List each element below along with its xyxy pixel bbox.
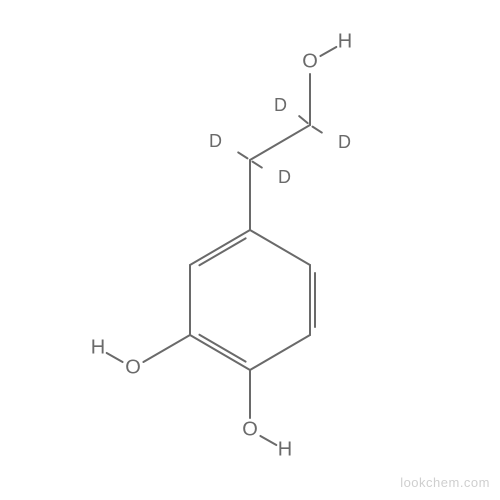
svg-text:D: D [338, 132, 351, 152]
svg-text:D: D [274, 95, 287, 115]
svg-text:D: D [278, 167, 291, 187]
svg-text:H: H [91, 336, 105, 358]
svg-text:O: O [125, 356, 141, 378]
molecule-diagram: OHOHOHDDDD [0, 0, 500, 500]
watermark-text: lookchem.com [400, 475, 490, 490]
svg-text:H: H [338, 30, 352, 52]
svg-text:O: O [302, 50, 318, 72]
svg-text:D: D [209, 131, 222, 151]
svg-text:O: O [242, 418, 258, 440]
svg-text:H: H [278, 438, 292, 460]
